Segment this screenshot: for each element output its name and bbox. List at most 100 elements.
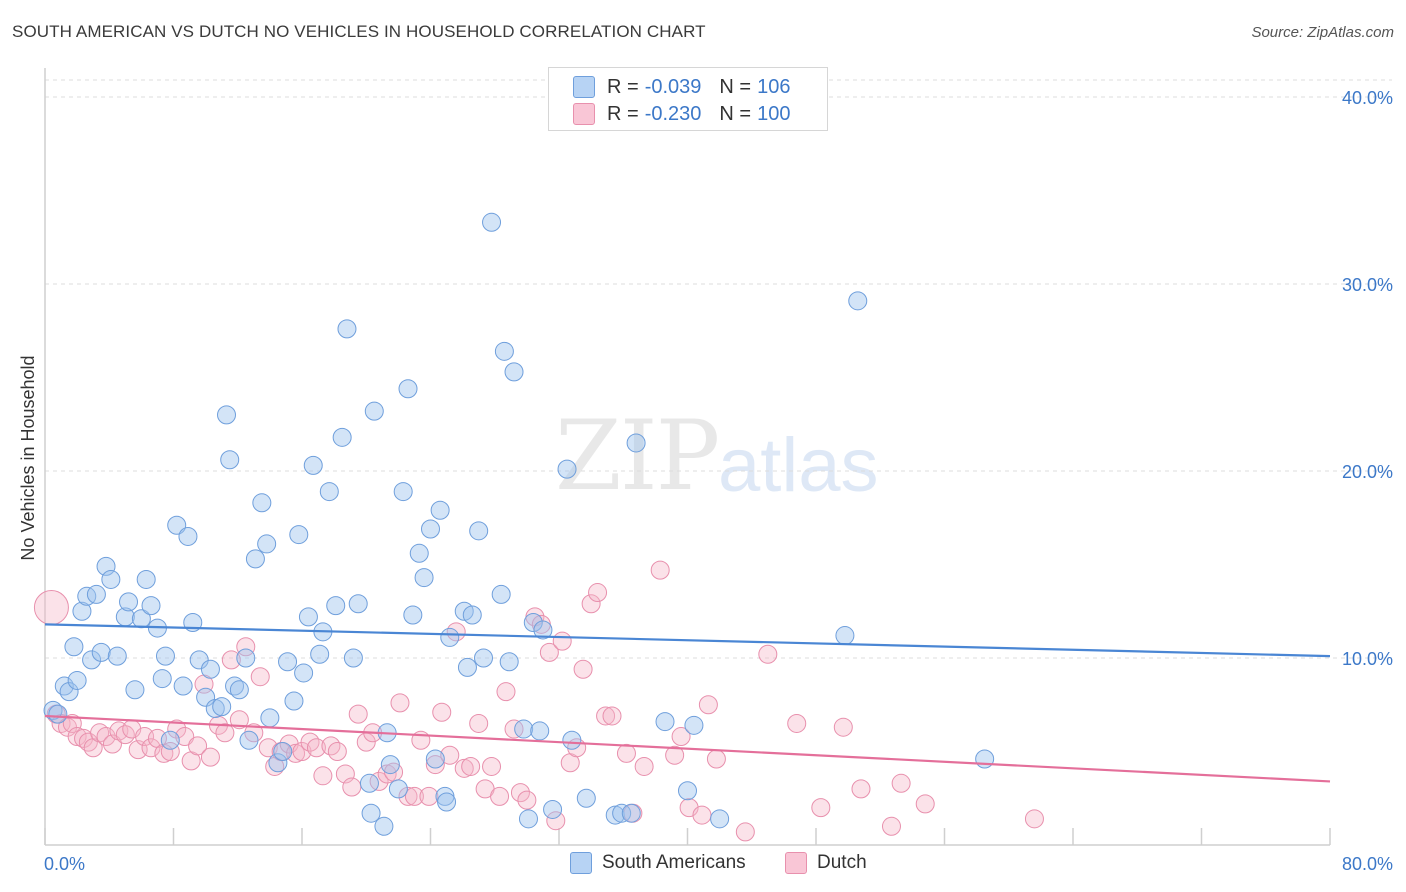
dutch-point <box>504 719 524 739</box>
south-american-point <box>374 816 394 836</box>
dutch-point <box>141 738 161 758</box>
south-american-point <box>294 663 314 683</box>
south-american-point <box>361 803 381 823</box>
dutch-point <box>404 786 424 806</box>
dutch-point <box>650 560 670 580</box>
y-axis-title: No Vehicles in Household <box>18 355 38 560</box>
x-tick-label: 80.0% <box>1342 854 1393 874</box>
south-american-point <box>298 607 318 627</box>
south-american-point <box>403 605 423 625</box>
south-american-point <box>77 586 97 606</box>
south-american-points <box>43 212 995 836</box>
south-american-point <box>257 534 277 554</box>
dutch-point <box>432 702 452 722</box>
dutch-point <box>698 695 718 715</box>
stats-row-south-americans: R = -0.039 N = 106 <box>573 75 790 99</box>
n-value: 100 <box>757 102 791 125</box>
south-american-point <box>523 612 543 632</box>
y-tick-label: 10.0% <box>1342 649 1393 669</box>
dutch-point <box>596 706 616 726</box>
dutch-point <box>616 743 636 763</box>
south-american-point <box>348 594 368 614</box>
trend-line-south-americans <box>44 623 1331 658</box>
stats-legend: R = -0.039 N = 106 R = -0.230 N = 100 <box>548 67 828 131</box>
dutch-point <box>671 727 691 747</box>
south-american-point <box>504 362 524 382</box>
legend-item-south-americans[interactable]: South Americans <box>570 852 746 874</box>
south-american-point <box>655 712 675 732</box>
south-american-point <box>220 450 240 470</box>
south-american-point <box>612 803 632 823</box>
south-american-point <box>848 291 868 311</box>
south-american-point <box>200 659 220 679</box>
south-american-point <box>326 596 346 616</box>
south-american-point <box>398 379 418 399</box>
legend-label: Dutch <box>817 852 867 873</box>
dutch-point <box>811 798 831 818</box>
south-american-point <box>173 676 193 696</box>
south-american-point <box>533 620 553 640</box>
south-american-point <box>178 526 198 546</box>
dutch-point <box>634 756 654 776</box>
south-american-point <box>409 543 429 563</box>
south-american-point <box>86 584 106 604</box>
south-american-point <box>212 697 232 717</box>
legend-label: South Americans <box>602 852 746 873</box>
dutch-point <box>160 742 180 761</box>
south-american-point <box>260 708 280 728</box>
dutch-point <box>581 594 601 614</box>
south-american-point <box>217 405 237 425</box>
south-american-point <box>462 605 482 625</box>
watermark-atlas: atlas <box>718 423 879 508</box>
south-american-point <box>268 753 288 773</box>
dutch-point <box>221 650 241 670</box>
south-american-point <box>141 596 161 616</box>
dutch-point <box>758 644 778 664</box>
south-american-point <box>82 650 102 670</box>
south-american-point <box>160 730 180 750</box>
south-american-point <box>67 670 87 690</box>
south-american-point <box>101 569 121 589</box>
south-american-point <box>319 482 339 502</box>
dutch-point <box>665 745 685 765</box>
dutch-point <box>348 704 368 724</box>
dutch-point <box>327 742 347 761</box>
legend-swatch-dutch <box>785 852 807 874</box>
south-american-point <box>576 788 596 808</box>
dutch-point <box>510 783 530 803</box>
south-american-point <box>59 682 79 702</box>
dutch-point <box>33 590 69 626</box>
dutch-point <box>461 756 481 776</box>
south-american-point <box>469 521 489 541</box>
dutch-point <box>482 756 502 776</box>
n-label: N = <box>719 75 752 98</box>
legend-swatch-south-americans <box>570 852 592 874</box>
r-label: R = <box>607 75 639 98</box>
y-tick-label: 40.0% <box>1342 88 1393 108</box>
south-american-point <box>136 569 156 589</box>
south-american-point <box>710 809 730 829</box>
south-american-point <box>514 719 534 739</box>
south-american-point <box>491 584 511 604</box>
south-american-point <box>626 433 646 453</box>
south-american-point <box>605 805 625 825</box>
dutch-point <box>419 786 439 806</box>
watermark-zip: ZIP <box>555 400 720 512</box>
dutch-point <box>692 805 712 825</box>
south-american-point <box>189 650 209 670</box>
dutch-point <box>258 738 278 758</box>
dutch-point <box>398 786 418 806</box>
south-american-point <box>364 401 384 421</box>
south-american-point <box>494 341 514 361</box>
south-american-point <box>421 519 440 539</box>
south-american-point <box>48 704 68 724</box>
legend-item-dutch[interactable]: Dutch <box>785 852 867 874</box>
south-american-point <box>91 642 111 662</box>
south-american-point <box>155 646 175 666</box>
dutch-point <box>229 710 249 730</box>
south-american-point <box>562 730 582 750</box>
south-american-point <box>289 525 309 545</box>
south-american-point <box>196 687 216 707</box>
dutch-point <box>833 717 853 737</box>
